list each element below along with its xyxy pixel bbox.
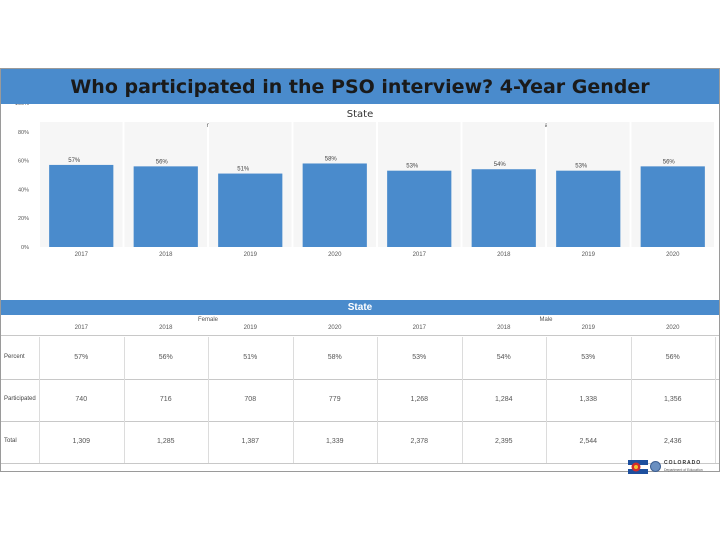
table-column-rule: [630, 337, 632, 463]
logo-sub: Department of Education: [664, 468, 703, 472]
table-row-rule: [1, 421, 719, 422]
bar-value-label: 56%: [663, 159, 676, 165]
table-row-label: Total: [4, 438, 17, 444]
table-cell: 1,356: [663, 396, 682, 403]
bar: [49, 164, 114, 247]
table-cell: 53%: [412, 354, 427, 361]
table-cell: 708: [244, 396, 257, 403]
table-column-rule: [546, 337, 547, 463]
table-cell: 1,284: [494, 396, 513, 403]
slide-title: Who participated in the PSO interview? 4…: [70, 75, 650, 98]
table-cell: 56%: [158, 354, 173, 361]
x-tick-label: 2019: [582, 252, 596, 258]
table-cell: 57%: [74, 354, 89, 361]
table-cell: 779: [328, 396, 341, 403]
table-row-rule: [1, 379, 719, 380]
bar-value-label: 57%: [68, 158, 81, 164]
table-cell: 54%: [496, 354, 511, 361]
table-row-rule: [1, 463, 719, 464]
table-cell: 51%: [243, 354, 258, 361]
data-table: Female Male 2017 2018 2019 2020 2017 2018 2019 20…: [1, 315, 719, 464]
bar-value-label: 51%: [237, 167, 250, 173]
table-cell: 716: [159, 396, 172, 403]
table-cell: 740: [75, 396, 88, 403]
table-column-rule: [292, 337, 294, 463]
y-tick-label: 60%: [18, 159, 29, 165]
x-tick-label: 2017: [413, 252, 427, 258]
table-year-label: 2020: [328, 325, 342, 331]
bar-value-label: 53%: [575, 164, 588, 170]
table-header-rule: [1, 335, 719, 336]
bar: [133, 166, 198, 247]
table-group-label: Female: [197, 317, 218, 323]
table-cell: 1,338: [579, 396, 598, 403]
table-row-label: Percent: [4, 354, 25, 360]
table-cell: 2,544: [579, 438, 598, 445]
x-tick-label: 2018: [159, 252, 173, 258]
table-column-rule: [123, 337, 125, 463]
table-group-label: Male: [539, 317, 553, 323]
bar-value-label: 58%: [325, 156, 338, 162]
table-cell: 2,395: [494, 438, 513, 445]
y-tick-label: 0%: [21, 245, 29, 251]
table-column-rule: [39, 337, 40, 463]
table-year-label: 2017: [74, 325, 88, 331]
table-year-label: 2019: [243, 325, 257, 331]
x-tick-label: 2020: [328, 252, 342, 258]
bar-value-label: 56%: [156, 159, 169, 165]
title-bar: Who participated in the PSO interview? 4…: [1, 69, 719, 104]
table-year-label: 2020: [666, 325, 680, 331]
table-year-label: 2018: [159, 325, 173, 331]
table-column-rule: [715, 337, 716, 463]
table-cell: 53%: [581, 354, 596, 361]
y-tick-label: 80%: [18, 130, 29, 136]
table-cell: 1,285: [156, 438, 175, 445]
chart-group-label: Male: [539, 123, 553, 129]
bar-chart: State Female Male 100%80%60%40%20%0% 57% 5…: [1, 104, 719, 300]
bar-value-label: 53%: [406, 164, 419, 170]
table-cell: 1,268: [410, 396, 429, 403]
bar: [471, 169, 536, 247]
colorado-flag-icon: [628, 460, 648, 474]
bar-value-label: 54%: [494, 162, 507, 168]
table-cell: 2,436: [663, 438, 682, 445]
y-tick-label: 20%: [18, 216, 29, 222]
cde-logo: COLORADO Department of Education: [628, 460, 703, 474]
table-title: State: [1, 300, 719, 315]
chart-bars: [49, 163, 705, 247]
bar: [302, 163, 367, 247]
y-axis-ticks: 100% 80% 60% 40% 20% 0%: [15, 104, 29, 251]
chart-group-label: Female: [198, 123, 219, 129]
chart-title: State: [347, 109, 373, 120]
bar: [218, 173, 283, 247]
bar: [640, 166, 705, 247]
table-cell: 58%: [327, 354, 342, 361]
table-year-label: 2019: [581, 325, 595, 331]
table-column-rule: [377, 337, 378, 463]
x-tick-label: 2020: [666, 252, 680, 258]
table-year-label: 2017: [412, 325, 426, 331]
table-column-rule: [208, 337, 209, 463]
bar: [556, 170, 621, 247]
table-cell: 1,339: [325, 438, 344, 445]
x-tick-label: 2019: [244, 252, 258, 258]
table-row-label: Participated: [4, 396, 36, 402]
x-axis-labels: 2017 2018 2019 2020 2017 2018 2019 2020: [75, 252, 681, 258]
logo-word: COLORADO: [664, 460, 702, 466]
table-cell: 2,378: [410, 438, 429, 445]
chart-value-labels: 57% 56% 51% 58% 53% 54% 53% 56%: [68, 156, 675, 172]
table-cell: 1,387: [241, 438, 260, 445]
x-tick-label: 2017: [75, 252, 89, 258]
x-tick-label: 2018: [497, 252, 511, 258]
y-tick-label: 40%: [18, 187, 29, 193]
slide: Who participated in the PSO interview? 4…: [0, 68, 720, 472]
table-column-rule: [461, 337, 463, 463]
y-tick-label: 100%: [15, 104, 29, 107]
chart-group-labels: Female Male: [198, 123, 553, 129]
table-year-label: 2018: [497, 325, 511, 331]
table-cell: 56%: [665, 354, 680, 361]
table-cell: 1,309: [72, 438, 91, 445]
bar: [387, 170, 452, 247]
seal-icon: [650, 461, 661, 472]
